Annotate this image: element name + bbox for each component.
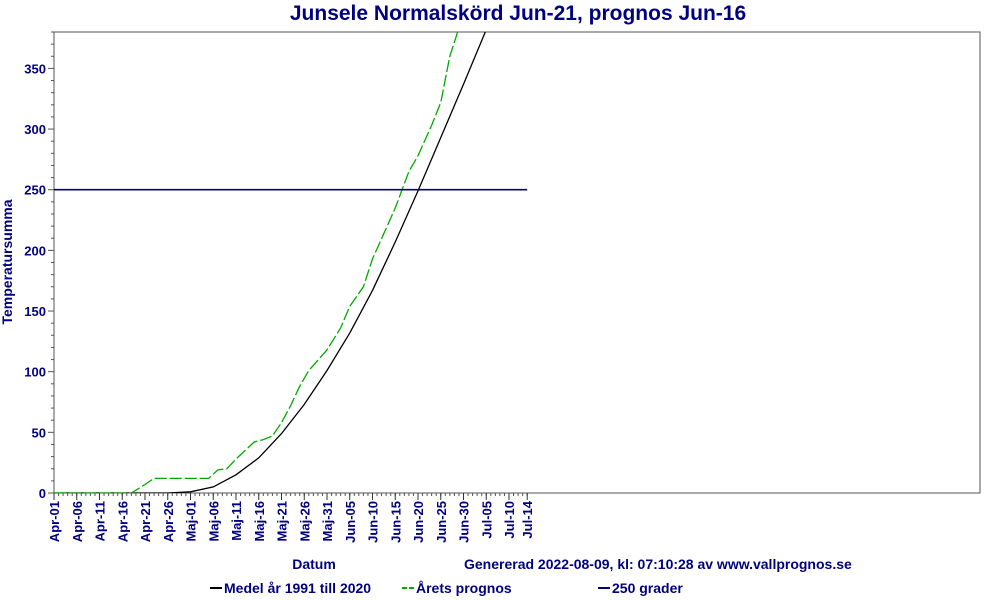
x-tick-label: Jun-20 — [411, 501, 426, 543]
x-tick-label: Maj-16 — [252, 501, 267, 541]
x-tick-label: Maj-01 — [184, 501, 199, 541]
chart-title: Junsele Normalskörd Jun-21, prognos Jun-… — [290, 2, 746, 25]
x-tick-label: Jul-14 — [520, 500, 535, 538]
y-tick-label: 250 — [24, 183, 46, 198]
x-tick-label: Maj-26 — [297, 501, 312, 541]
x-tick-label: Jun-25 — [434, 501, 449, 543]
series-line-1 — [54, 32, 487, 493]
legend-label-2: Årets prognos — [416, 580, 512, 596]
y-tick-label: 0 — [39, 486, 46, 501]
plot-area — [53, 31, 981, 494]
x-axis: Apr-01 Apr-06 Apr-11 Apr-16 Apr-21 Apr-26 Maj-… — [47, 493, 535, 543]
x-axis-title: Datum — [292, 556, 336, 572]
x-tick-label: Jun-10 — [366, 501, 381, 543]
y-tick-label: 150 — [24, 304, 46, 319]
y-tick-label: 100 — [24, 365, 46, 380]
y-tick-label: 350 — [24, 61, 46, 76]
y-tick-label: 200 — [24, 243, 46, 258]
y-axis: 0 50 100 150 200 250 300 350 — [24, 31, 54, 501]
x-tick-label: Apr-21 — [138, 501, 153, 542]
x-tick-label: Jun-30 — [457, 501, 472, 543]
legend: Medel år 1991 till 2020 Årets prognos 250 … — [210, 580, 683, 596]
x-tick-label: Jul-10 — [502, 501, 517, 539]
x-tick-label: Jun-05 — [343, 501, 358, 543]
x-tick-label: Maj-11 — [229, 501, 244, 541]
x-tick-label: Apr-16 — [115, 501, 130, 542]
x-tick-label: Apr-01 — [47, 501, 62, 542]
y-tick-label: 50 — [32, 425, 46, 440]
x-tick-label: Maj-31 — [320, 501, 335, 541]
y-axis-title: Temperatursumma — [0, 199, 15, 324]
x-tick-label: Apr-06 — [70, 501, 85, 542]
plot-frame — [53, 31, 981, 494]
x-tick-label: Jun-15 — [388, 501, 403, 543]
legend-label-1: Medel år 1991 till 2020 — [224, 580, 371, 596]
x-tick-label: Apr-26 — [161, 501, 176, 542]
footer-generated-text: Genererad 2022-08-09, kl: 07:10:28 av ww… — [464, 556, 852, 572]
x-tick-label: Maj-06 — [206, 501, 221, 541]
x-tick-label: Apr-11 — [93, 501, 108, 541]
x-tick-label: Maj-21 — [275, 501, 290, 541]
series-line-2 — [54, 32, 459, 493]
x-tick-label: Jul-05 — [479, 501, 494, 539]
legend-label-3: 250 grader — [612, 580, 683, 596]
y-tick-label: 300 — [24, 122, 46, 137]
